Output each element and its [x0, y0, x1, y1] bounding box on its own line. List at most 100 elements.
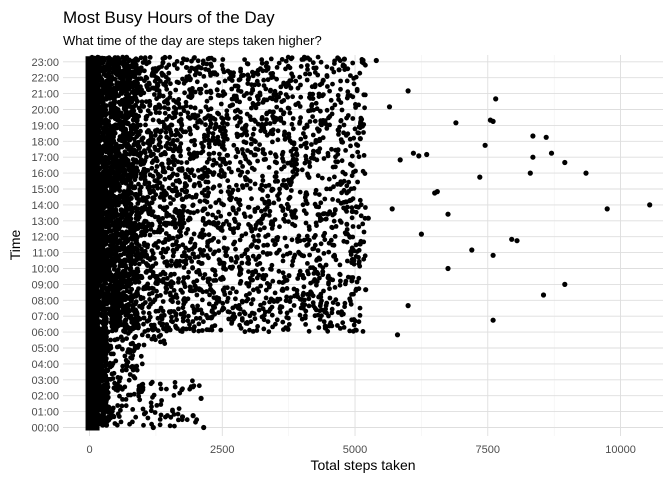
data-point — [121, 328, 127, 334]
data-point — [332, 174, 337, 180]
data-point — [167, 146, 173, 152]
data-point — [162, 110, 168, 116]
data-point — [164, 276, 170, 281]
data-point — [306, 224, 312, 230]
data-point — [180, 315, 186, 321]
data-point — [151, 158, 156, 164]
data-point — [259, 182, 265, 188]
data-point — [361, 122, 367, 127]
data-point — [216, 310, 222, 315]
data-point — [264, 204, 270, 210]
data-point — [185, 318, 191, 324]
data-point — [337, 124, 342, 130]
data-point — [287, 110, 293, 116]
data-point — [101, 159, 107, 165]
data-point — [240, 299, 245, 305]
data-point — [349, 205, 355, 211]
data-point — [139, 382, 145, 388]
data-point — [270, 278, 276, 284]
data-point — [317, 317, 323, 322]
data-point — [360, 168, 366, 174]
data-point — [298, 115, 303, 121]
data-point — [275, 296, 280, 302]
data-point — [99, 232, 105, 238]
data-point — [289, 262, 295, 268]
data-point — [124, 199, 130, 205]
data-point — [197, 315, 203, 321]
data-point — [356, 275, 362, 281]
data-point — [157, 204, 163, 210]
data-point — [157, 110, 162, 116]
data-point — [260, 178, 266, 183]
data-point — [205, 185, 211, 191]
data-point — [160, 254, 166, 260]
data-point — [150, 263, 156, 269]
data-point — [226, 166, 232, 171]
data-point — [117, 246, 123, 252]
data-point — [254, 275, 260, 281]
data-point — [301, 284, 307, 290]
data-point — [145, 242, 151, 248]
data-point — [207, 144, 212, 150]
data-point — [114, 270, 120, 276]
data-point — [289, 188, 294, 193]
data-point — [250, 329, 256, 334]
data-point — [302, 141, 307, 147]
data-point — [257, 261, 263, 266]
data-point — [147, 205, 153, 211]
data-point — [200, 144, 206, 150]
data-point — [206, 156, 212, 162]
data-point — [119, 179, 125, 185]
data-point — [226, 184, 232, 190]
data-point — [255, 324, 260, 329]
data-point — [301, 237, 307, 243]
data-point — [239, 260, 245, 266]
data-point — [134, 266, 140, 272]
data-point — [144, 113, 150, 119]
data-point — [166, 212, 171, 218]
data-point — [158, 386, 164, 392]
data-point — [216, 248, 222, 254]
data-point — [111, 154, 117, 160]
data-point — [150, 137, 156, 143]
data-point — [123, 322, 129, 328]
data-point — [184, 417, 190, 423]
data-point — [155, 185, 161, 191]
data-point — [170, 154, 176, 160]
data-point — [200, 208, 206, 214]
data-point — [121, 169, 127, 175]
data-point — [335, 323, 340, 328]
data-point — [264, 117, 269, 122]
data-point — [120, 302, 125, 308]
data-point — [345, 258, 350, 264]
data-point — [229, 257, 234, 263]
data-point — [186, 146, 191, 152]
data-point — [110, 246, 117, 252]
data-point — [274, 235, 280, 241]
data-point — [156, 217, 162, 223]
data-point — [158, 250, 164, 256]
data-point — [250, 131, 256, 137]
data-point — [303, 220, 309, 226]
data-point — [268, 266, 273, 272]
data-point — [267, 131, 273, 136]
data-point — [303, 322, 308, 327]
data-point — [167, 423, 173, 429]
data-point — [175, 159, 181, 165]
data-point — [196, 328, 202, 334]
data-point — [247, 114, 253, 120]
data-point — [282, 136, 288, 142]
data-point — [264, 111, 269, 117]
data-point — [183, 326, 189, 332]
data-point — [99, 211, 106, 218]
data-point — [293, 146, 299, 152]
data-point — [102, 382, 108, 389]
data-point — [117, 167, 123, 173]
data-point — [119, 215, 125, 220]
data-point — [361, 153, 367, 158]
data-point — [250, 297, 256, 302]
data-point — [173, 185, 179, 191]
data-point — [227, 309, 232, 315]
data-point — [325, 150, 331, 156]
data-point — [138, 184, 144, 190]
